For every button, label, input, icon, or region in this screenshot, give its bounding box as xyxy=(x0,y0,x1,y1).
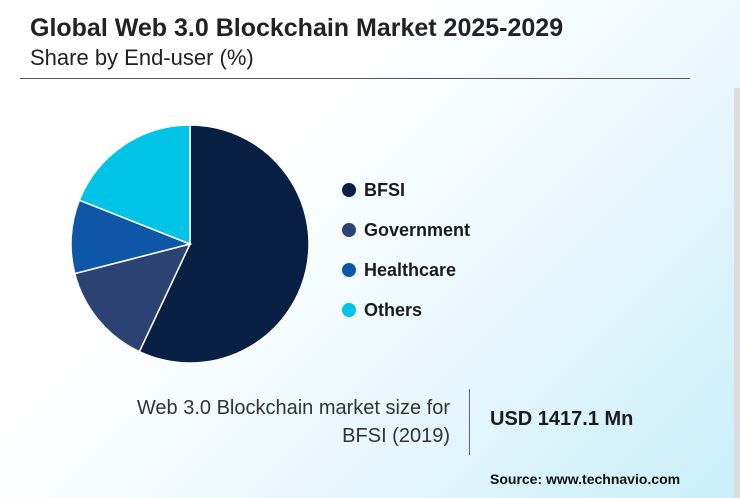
edge-shade xyxy=(734,88,740,498)
legend-label-healthcare: Healthcare xyxy=(364,259,457,280)
pie-slice-healthcare xyxy=(70,199,193,275)
chart-legend: BFSI Government Healthcare Others xyxy=(342,173,470,333)
pie-slice-government xyxy=(73,242,192,353)
legend-label-government: Government xyxy=(364,219,471,240)
info-divider xyxy=(469,389,470,455)
legend-swatch-others xyxy=(342,303,356,317)
legend-label-others: Others xyxy=(364,299,423,320)
legend-item-government: Government xyxy=(342,213,470,253)
legend-item-healthcare: Healthcare xyxy=(342,253,470,293)
legend-swatch-healthcare xyxy=(342,263,356,277)
pie-chart xyxy=(70,124,310,364)
header-divider xyxy=(20,78,690,79)
legend-swatch-government xyxy=(342,223,356,237)
source-credit: Source: www.technavio.com xyxy=(490,471,681,487)
legend-item-others: Others xyxy=(342,293,470,333)
pie-slice-bfsi xyxy=(138,124,310,364)
pie-slice-others xyxy=(78,124,191,246)
legend-item-bfsi: BFSI xyxy=(342,173,470,213)
chart-title: Global Web 3.0 Blockchain Market 2025-20… xyxy=(30,14,564,42)
chart-subtitle: Share by End-user (%) xyxy=(30,45,254,70)
legend-label-bfsi: BFSI xyxy=(364,179,406,200)
market-size-value: USD 1417.1 Mn xyxy=(490,408,634,430)
market-size-label-line2: BFSI (2019) xyxy=(342,425,450,447)
market-size-label-line1: Web 3.0 Blockchain market size for xyxy=(136,397,450,419)
market-size-label: Web 3.0 Blockchain market size for BFSI … xyxy=(70,394,450,450)
legend-swatch-bfsi xyxy=(342,183,356,197)
